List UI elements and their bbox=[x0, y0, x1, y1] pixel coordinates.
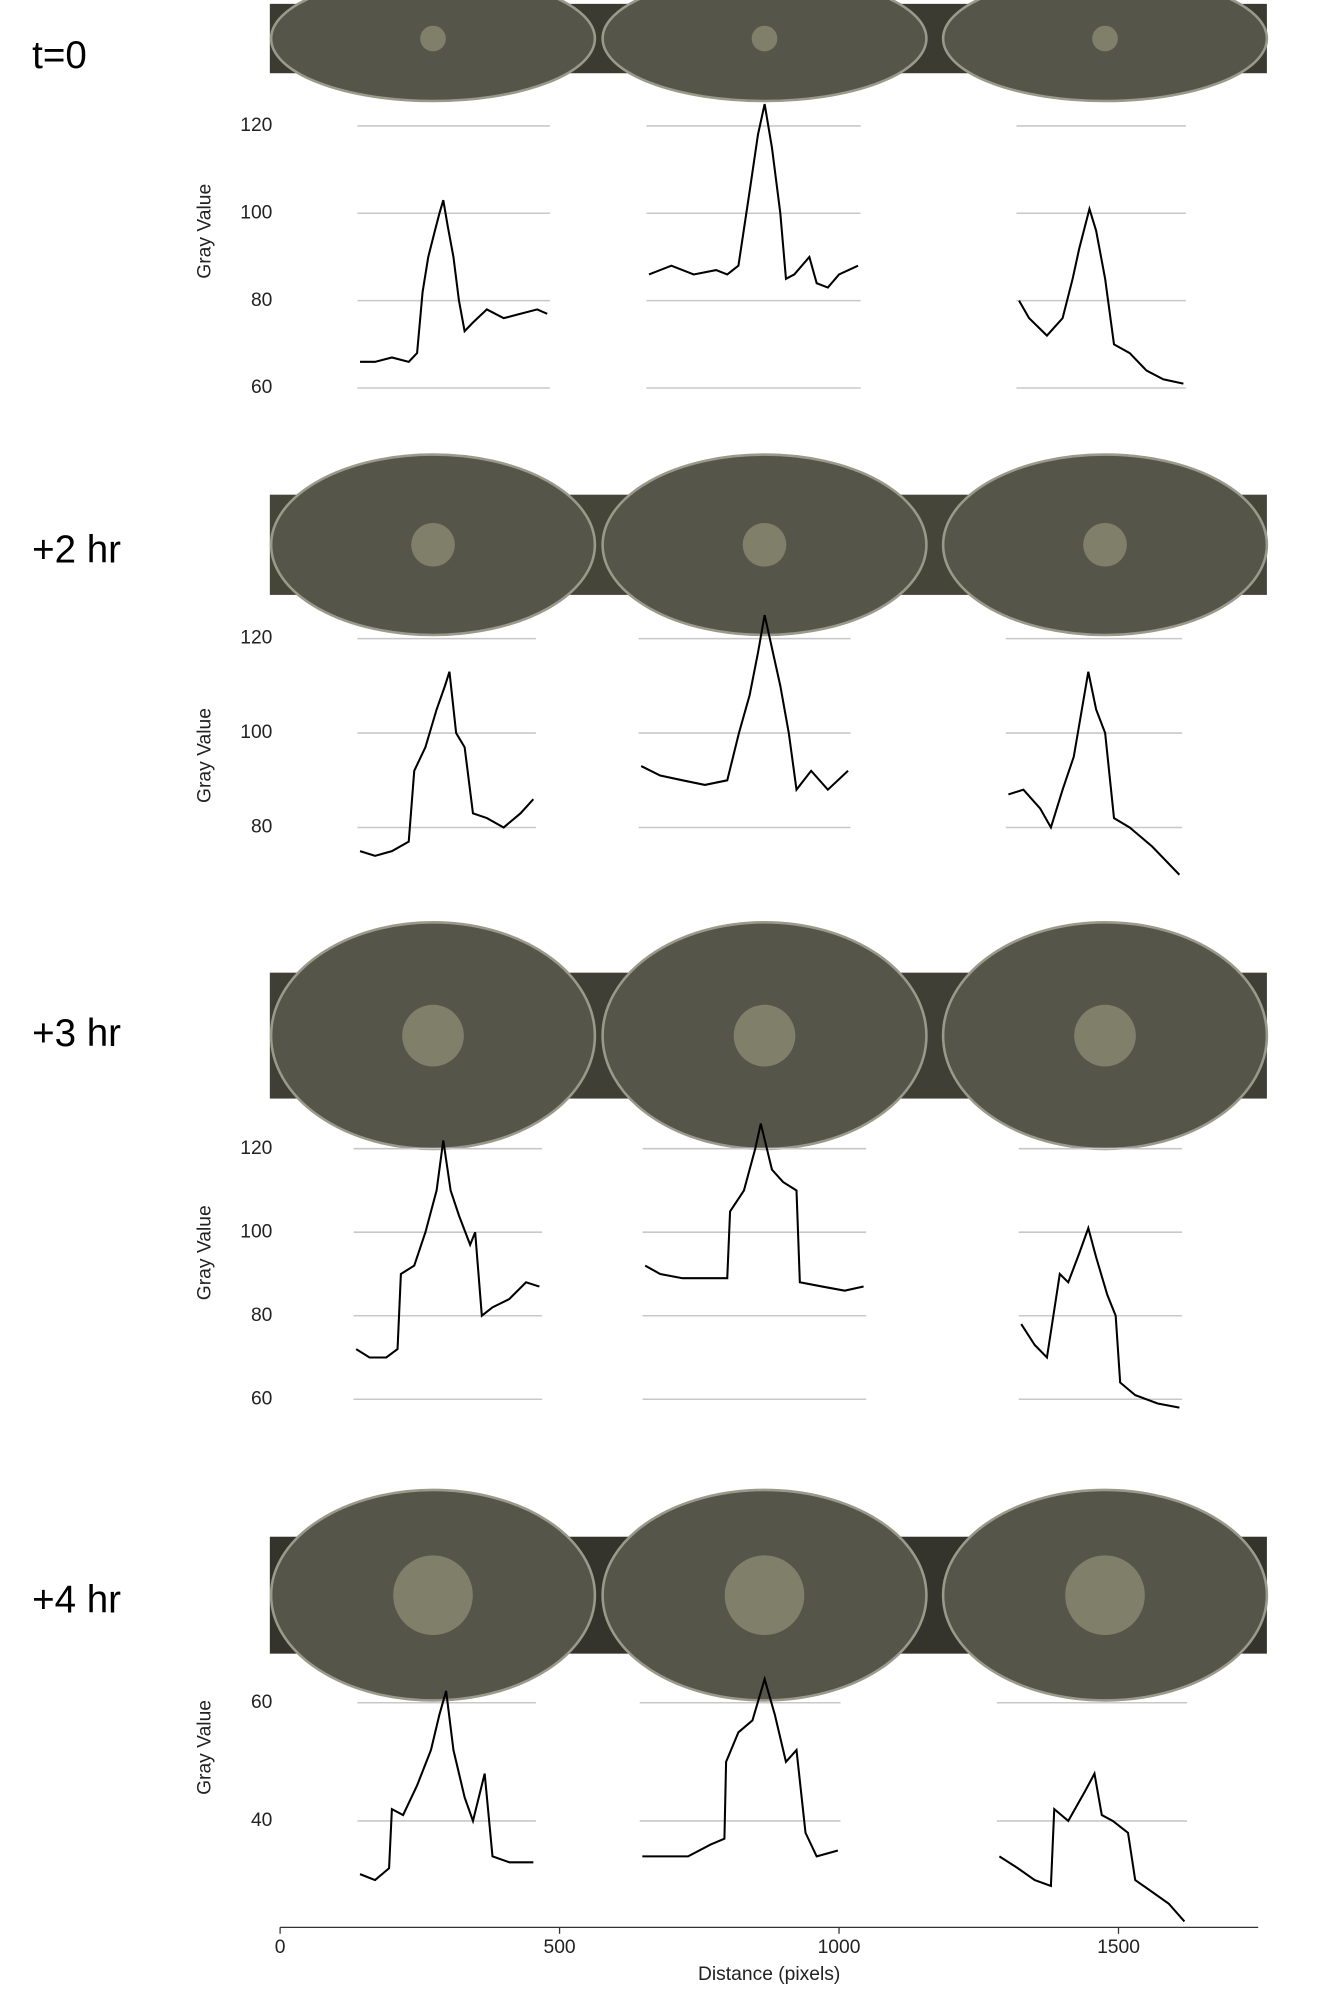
colony bbox=[402, 1004, 464, 1067]
y-tick-label: 100 bbox=[240, 202, 272, 223]
colony bbox=[751, 25, 778, 52]
x-tick-label: 500 bbox=[543, 1937, 575, 1958]
x-axis-label: Distance (pixels) bbox=[698, 1964, 840, 1985]
profile-line bbox=[359, 1690, 534, 1882]
profile-line bbox=[360, 199, 548, 363]
profile-line bbox=[1020, 1224, 1180, 1409]
y-tick-label: 60 bbox=[251, 1692, 272, 1713]
colony bbox=[393, 1555, 473, 1636]
time-label: t=0 bbox=[32, 34, 87, 77]
y-tick-label: 80 bbox=[251, 1305, 272, 1326]
time-label: +2 hr bbox=[32, 529, 121, 572]
photo-strip bbox=[269, 0, 1269, 103]
profile-line bbox=[1018, 205, 1184, 385]
colony bbox=[1065, 1555, 1145, 1636]
photo-strip bbox=[269, 1488, 1269, 1702]
y-tick-label: 100 bbox=[240, 722, 272, 743]
colony bbox=[742, 522, 787, 567]
y-tick-label: 60 bbox=[251, 377, 272, 398]
y-tick-label: 120 bbox=[240, 115, 272, 136]
time-label: +4 hr bbox=[32, 1578, 121, 1621]
colony bbox=[1083, 522, 1127, 567]
y-tick-label: 120 bbox=[240, 1138, 272, 1159]
y-tick-label: 120 bbox=[240, 628, 272, 649]
x-tick-label: 0 bbox=[275, 1937, 286, 1958]
colony bbox=[1074, 1004, 1136, 1067]
colony bbox=[733, 1004, 796, 1067]
profile-line bbox=[644, 1123, 864, 1292]
y-tick-label: 80 bbox=[251, 817, 272, 838]
colony bbox=[1092, 25, 1118, 52]
x-tick-label: 1000 bbox=[818, 1937, 861, 1958]
colony bbox=[724, 1555, 805, 1636]
colony bbox=[420, 25, 446, 52]
y-tick-label: 40 bbox=[251, 1810, 272, 1831]
profile-line bbox=[998, 1770, 1186, 1923]
profile-line bbox=[640, 614, 849, 793]
profile-line bbox=[1008, 671, 1181, 876]
x-tick-label: 1500 bbox=[1097, 1937, 1140, 1958]
photo-strip bbox=[269, 453, 1269, 637]
y-tick-label: 60 bbox=[251, 1388, 272, 1409]
y-axis-label: Gray Value bbox=[195, 184, 216, 279]
y-axis-label: Gray Value bbox=[195, 1205, 216, 1300]
profile-line bbox=[648, 103, 859, 289]
y-tick-label: 80 bbox=[251, 290, 272, 311]
profile-line bbox=[359, 671, 535, 857]
profile-line bbox=[642, 1675, 839, 1858]
photo-strip bbox=[269, 921, 1269, 1151]
profile-line bbox=[355, 1140, 540, 1359]
time-label: +3 hr bbox=[32, 1012, 121, 1055]
y-axis-label: Gray Value bbox=[195, 1700, 216, 1795]
y-tick-label: 100 bbox=[240, 1221, 272, 1242]
y-axis-label: Gray Value bbox=[195, 708, 216, 803]
colony bbox=[411, 522, 455, 567]
